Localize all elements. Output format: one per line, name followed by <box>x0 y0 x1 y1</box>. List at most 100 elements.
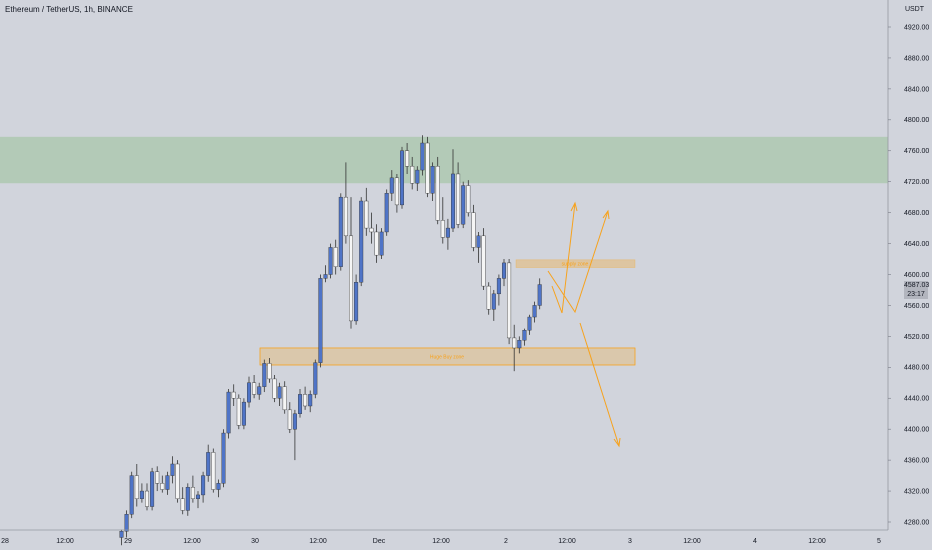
candle-body-bull <box>389 177 394 194</box>
candle-body-bear <box>394 177 399 206</box>
candle <box>445 218 450 250</box>
candle <box>323 265 328 283</box>
candle <box>298 388 303 418</box>
candle <box>359 197 364 287</box>
arrowhead-down <box>613 437 621 448</box>
price-tick-label: 4440.00 <box>904 396 929 403</box>
candle-body-bull <box>226 391 231 434</box>
lower-buy-zone <box>259 347 636 366</box>
candle <box>379 228 384 260</box>
price-axis-unit: USDT <box>904 6 924 13</box>
time-tick-label: 12:00 <box>432 538 450 545</box>
candle <box>134 463 139 507</box>
candle-body-bear <box>287 409 292 430</box>
candle-body-bear <box>231 391 236 399</box>
lower-zone-label: Huge Buy zone <box>430 354 464 360</box>
candle <box>318 274 323 368</box>
symbol-title[interactable]: Ethereum / TetherUS, 1h, BINANCE <box>5 5 133 14</box>
candle-body-bear <box>466 185 471 213</box>
candle <box>364 187 369 236</box>
time-tick-label: 29 <box>124 538 132 545</box>
candle <box>287 402 292 434</box>
candle-body-bull <box>476 235 481 248</box>
candle-body-bear <box>374 231 379 256</box>
arrowhead-up-1 <box>570 201 578 212</box>
candle-body-bear <box>369 227 374 233</box>
candle-body-bear <box>160 483 165 490</box>
candle <box>338 193 343 271</box>
candle-body-bull <box>124 514 129 532</box>
candle-body-bear <box>440 220 445 238</box>
candle-body-bear <box>410 166 415 184</box>
candle <box>410 156 415 190</box>
candle <box>522 328 527 346</box>
candle <box>349 197 354 329</box>
candle-body-bull <box>445 227 450 238</box>
candle-body-bull <box>384 193 389 233</box>
candle <box>496 274 501 306</box>
candle-body-bull <box>430 166 435 194</box>
candle-body-bear <box>349 235 354 322</box>
candle <box>206 444 211 482</box>
candle-body-bull <box>129 475 134 515</box>
arrowhead-up-2 <box>602 209 610 220</box>
candle <box>211 448 216 493</box>
candle <box>456 162 461 229</box>
candle <box>155 466 160 492</box>
candle <box>476 231 481 263</box>
price-tick-label: 4600.00 <box>904 272 929 279</box>
candle <box>517 336 522 354</box>
candle <box>267 358 272 383</box>
time-tick-label: 12:00 <box>183 538 201 545</box>
candle-body-bull <box>298 394 303 414</box>
candle <box>221 429 226 488</box>
candle <box>343 162 348 244</box>
price-tick-label: 4640.00 <box>904 241 929 248</box>
price-axis[interactable]: 4280.00 4320.00 4360.00 4400.00 4440.00 4480.… <box>887 0 929 530</box>
candle-body-bull <box>502 262 507 279</box>
candle <box>292 409 297 461</box>
candle <box>420 135 425 176</box>
candle <box>369 212 374 244</box>
candle <box>282 381 287 414</box>
candle <box>170 456 175 484</box>
candle <box>512 324 517 372</box>
candle <box>389 170 394 202</box>
candle-body-bull <box>338 196 343 267</box>
time-tick-label: 2 <box>504 538 508 545</box>
candle-body-bull <box>379 231 384 256</box>
candle <box>144 483 149 511</box>
candle <box>252 375 257 399</box>
candle <box>308 390 313 413</box>
annotation-layer: supply zone Huge Buy zone <box>0 136 888 448</box>
candle-body-bear <box>343 196 348 237</box>
candle <box>415 166 420 191</box>
candle <box>124 510 129 538</box>
candle-body-bull <box>206 452 211 476</box>
candle <box>405 143 410 174</box>
projection-path-1 <box>551 202 576 314</box>
candle <box>466 180 471 217</box>
current-price-countdown: 23:17 <box>907 291 925 298</box>
candles-layer <box>119 135 542 546</box>
candle-body-bear <box>364 200 369 229</box>
candle-body-bear <box>282 386 287 411</box>
candle-body-bear <box>272 378 277 399</box>
candle <box>502 259 507 287</box>
candle <box>394 173 399 213</box>
small-zone-label: supply zone <box>562 261 589 267</box>
candle <box>246 376 251 408</box>
candle <box>119 529 124 546</box>
candle-body-bull <box>522 329 527 341</box>
candle-body-bull <box>318 278 323 363</box>
candle <box>257 382 262 400</box>
candle-body-bear <box>435 166 440 221</box>
candle-body-bull <box>277 386 282 399</box>
candle <box>425 136 430 198</box>
time-axis[interactable]: 28 12:00 29 12:00 30 12:00 Dec 12:00 2 12:00 3 12:0… <box>0 529 888 545</box>
price-tick-label: 4720.00 <box>904 179 929 186</box>
current-price-badge: 4587.03 23:17 <box>904 281 929 299</box>
price-tick-label: 4840.00 <box>904 86 929 93</box>
candle <box>241 398 246 430</box>
